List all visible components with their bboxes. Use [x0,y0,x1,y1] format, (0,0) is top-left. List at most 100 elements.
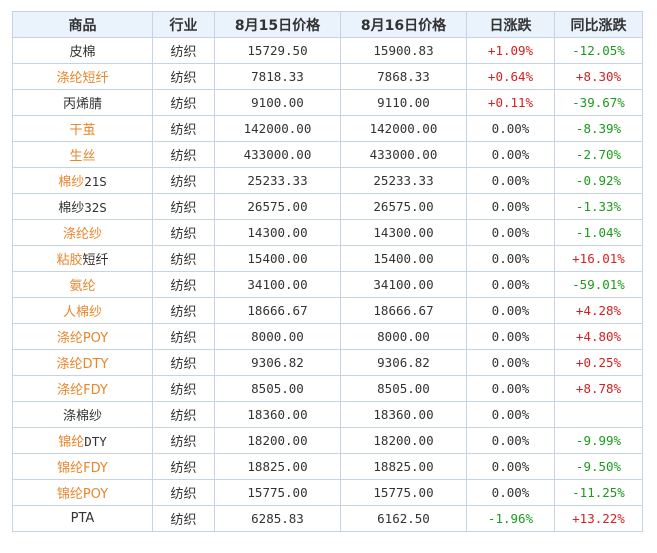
yoy-change-cell: -1.04% [554,219,643,246]
yoy-change-cell: -11.25% [554,479,643,506]
commodity-name-main[interactable]: 丙烯腈 [62,97,102,112]
commodity-name-cell[interactable]: 锦纶DTY [12,427,153,454]
table-row: 人棉纱 纺织 18666.67 18666.67 0.00% +4.28% [12,297,643,324]
price-aug16-cell: 18666.67 [340,297,467,324]
yoy-change-cell: +0.25% [554,349,643,376]
commodity-name-main[interactable]: 氨纶 [69,279,96,294]
commodity-name-cell[interactable]: 生丝 [12,141,153,168]
table-row: 丙烯腈 纺织 9100.00 9110.00 +0.11% -39.67% [12,89,643,116]
table-row: 涤纶DTY 纺织 9306.82 9306.82 0.00% +0.25% [12,349,643,376]
header-commodity: 商品 [12,11,153,38]
commodity-name-cell[interactable]: 涤纶纱 [12,219,153,246]
table-row: 锦纶DTY 纺织 18200.00 18200.00 0.00% -9.99% [12,427,643,454]
daily-change-cell: 0.00% [466,427,555,454]
price-aug15-cell: 25233.33 [214,167,341,194]
commodity-name-main[interactable]: 粘胶 [56,253,83,268]
commodity-name-main[interactable]: 人棉纱 [62,305,102,320]
yoy-change-cell: +8.78% [554,375,643,402]
industry-cell: 纺织 [152,401,215,428]
yoy-change-cell: +8.30% [554,63,643,90]
commodity-name-cell[interactable]: 涤纶短纤 [12,63,153,90]
header-price-aug15: 8月15日价格 [214,11,341,38]
commodity-name-main[interactable]: 涤纶POY [56,331,109,346]
yoy-change-cell: +16.01% [554,245,643,272]
daily-change-cell: 0.00% [466,401,555,428]
price-aug16-cell: 8000.00 [340,323,467,350]
price-aug15-cell: 9100.00 [214,89,341,116]
commodity-name-cell[interactable]: 棉纱32S [12,193,153,220]
commodity-name-cell[interactable]: 皮棉 [12,37,153,64]
commodity-name-main[interactable]: 涤纶纱 [62,227,102,242]
commodity-name-cell[interactable]: 涤纶POY [12,323,153,350]
daily-change-cell: +1.09% [466,37,555,64]
price-aug16-cell: 26575.00 [340,193,467,220]
commodity-name-main[interactable]: 涤纶DTY [56,357,109,372]
industry-cell: 纺织 [152,63,215,90]
industry-cell: 纺织 [152,479,215,506]
price-aug15-cell: 18360.00 [214,401,341,428]
industry-cell: 纺织 [152,349,215,376]
commodity-name-main[interactable]: 棉纱 [58,201,85,216]
commodity-name-cell[interactable]: PTA [12,505,153,532]
price-aug15-cell: 18666.67 [214,297,341,324]
industry-cell: 纺织 [152,37,215,64]
price-aug16-cell: 15775.00 [340,479,467,506]
price-aug15-cell: 142000.00 [214,115,341,142]
commodity-name-main[interactable]: 棉纱 [58,175,85,190]
commodity-name-main[interactable]: 锦纶POY [56,487,109,502]
price-aug16-cell: 433000.00 [340,141,467,168]
commodity-name-main[interactable]: 涤纶短纤 [56,71,109,86]
price-table-container: 商品 行业 8月15日价格 8月16日价格 日涨跌 同比涨跌 皮棉 纺织 15729… [12,11,643,532]
table-row: 生丝 纺织 433000.00 433000.00 0.00% -2.70% [12,141,643,168]
commodity-name-suffix: 短纤 [82,253,109,268]
commodity-name-cell[interactable]: 丙烯腈 [12,89,153,116]
daily-change-cell: 0.00% [466,115,555,142]
price-aug16-cell: 18200.00 [340,427,467,454]
commodity-name-cell[interactable]: 棉纱21S [12,167,153,194]
commodity-name-main[interactable]: 涤棉纱 [62,409,102,424]
table-row: 涤纶FDY 纺织 8505.00 8505.00 0.00% +8.78% [12,375,643,402]
price-aug16-cell: 6162.50 [340,505,467,532]
daily-change-cell: 0.00% [466,479,555,506]
price-aug15-cell: 433000.00 [214,141,341,168]
price-aug15-cell: 15729.50 [214,37,341,64]
table-row: 粘胶短纤 纺织 15400.00 15400.00 0.00% +16.01% [12,245,643,272]
yoy-change-cell: +4.80% [554,323,643,350]
yoy-change-cell: -39.67% [554,89,643,116]
commodity-name-cell[interactable]: 涤纶DTY [12,349,153,376]
industry-cell: 纺织 [152,167,215,194]
table-row: 干茧 纺织 142000.00 142000.00 0.00% -8.39% [12,115,643,142]
commodity-name-main[interactable]: PTA [70,511,95,526]
commodity-name-cell[interactable]: 氨纶 [12,271,153,298]
daily-change-cell: 0.00% [466,297,555,324]
commodity-name-cell[interactable]: 涤棉纱 [12,401,153,428]
commodity-name-main[interactable]: 锦纶 [58,435,85,450]
header-yoy-change: 同比涨跌 [554,11,643,38]
commodity-name-cell[interactable]: 粘胶短纤 [12,245,153,272]
commodity-name-main[interactable]: 锦纶FDY [57,461,108,476]
commodity-name-cell[interactable]: 锦纶POY [12,479,153,506]
commodity-name-cell[interactable]: 人棉纱 [12,297,153,324]
commodity-name-cell[interactable]: 干茧 [12,115,153,142]
commodity-name-main[interactable]: 皮棉 [69,45,96,60]
yoy-change-cell: +13.22% [554,505,643,532]
yoy-change-cell: -9.99% [554,427,643,454]
price-aug16-cell: 15400.00 [340,245,467,272]
price-aug16-cell: 14300.00 [340,219,467,246]
yoy-change-cell: -2.70% [554,141,643,168]
yoy-change-cell: -1.33% [554,193,643,220]
commodity-name-main[interactable]: 涤纶FDY [57,383,108,398]
price-aug15-cell: 8505.00 [214,375,341,402]
price-aug15-cell: 18825.00 [214,453,341,480]
yoy-change-cell: -12.05% [554,37,643,64]
daily-change-cell: 0.00% [466,271,555,298]
industry-cell: 纺织 [152,193,215,220]
commodity-name-main[interactable]: 干茧 [69,123,96,138]
industry-cell: 纺织 [152,427,215,454]
commodity-name-cell[interactable]: 锦纶FDY [12,453,153,480]
price-aug16-cell: 7868.33 [340,63,467,90]
price-aug16-cell: 15900.83 [340,37,467,64]
commodity-name-cell[interactable]: 涤纶FDY [12,375,153,402]
commodity-name-suffix: DTY [84,434,107,449]
commodity-name-main[interactable]: 生丝 [69,149,96,164]
